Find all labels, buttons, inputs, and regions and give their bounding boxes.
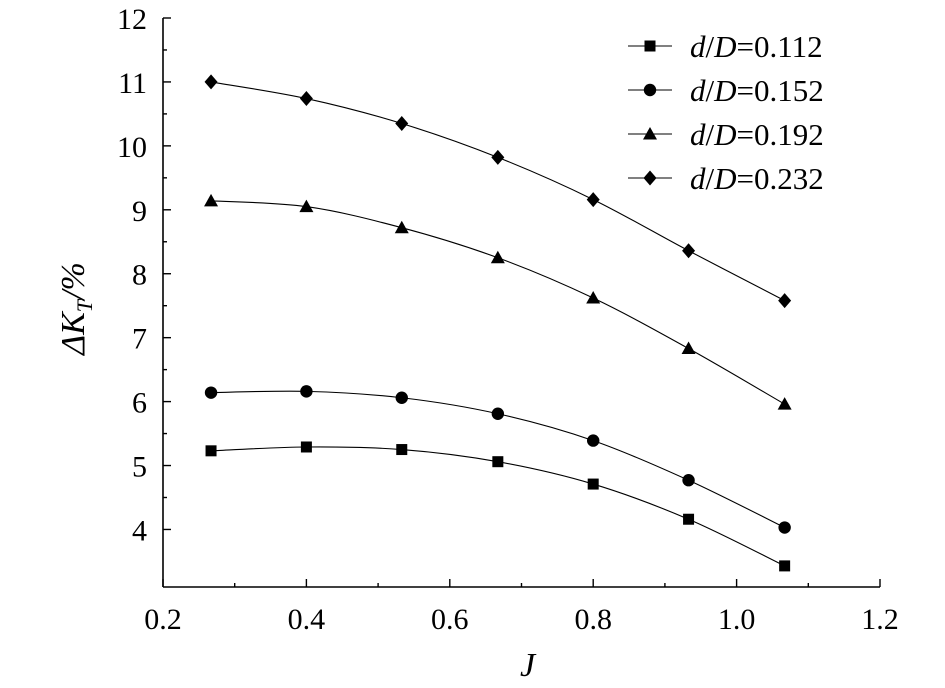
y-tick-label: 10 xyxy=(117,131,147,164)
data-point-triangle xyxy=(299,199,314,213)
y-axis-title: ΔKT/% xyxy=(55,262,97,357)
data-point-diamond xyxy=(682,243,696,259)
data-point-square xyxy=(300,441,312,453)
data-point-diamond xyxy=(204,74,218,90)
x-tick-label: 0.4 xyxy=(288,603,326,636)
series-line-3 xyxy=(211,200,785,405)
data-point-diamond xyxy=(299,91,313,107)
data-point-diamond xyxy=(491,149,505,165)
x-tick-label: 1.0 xyxy=(718,603,756,636)
data-point-square xyxy=(587,478,599,490)
data-point-circle xyxy=(682,474,695,487)
y-tick-label: 12 xyxy=(117,3,147,36)
legend-label: d/D=0.112 xyxy=(690,29,823,64)
data-point-circle xyxy=(587,434,600,447)
y-tick-label: 5 xyxy=(132,451,147,484)
data-point-diamond xyxy=(586,192,600,208)
data-point-triangle xyxy=(490,250,505,264)
data-point-triangle xyxy=(586,291,601,304)
y-tick-label: 8 xyxy=(132,259,147,292)
legend-marker-diamond xyxy=(643,170,657,186)
data-point-square xyxy=(683,513,695,525)
series-layer xyxy=(204,74,792,572)
y-tick-label: 11 xyxy=(118,67,147,100)
data-point-square xyxy=(492,456,504,468)
data-point-circle xyxy=(395,391,408,404)
y-tick-label: 6 xyxy=(132,387,147,420)
axes: 0.2 0.4 0.6 0.8 1.0 1.2 4 5 6 7 8 9 10 11 12 xyxy=(117,3,899,636)
data-point-square xyxy=(779,560,791,572)
x-tick-label: 0.8 xyxy=(574,603,612,636)
data-point-square xyxy=(396,444,408,456)
legend-marker-square xyxy=(644,40,656,52)
x-tick-label: 1.2 xyxy=(861,603,899,636)
data-point-circle xyxy=(204,386,218,399)
legend-label: d/D=0.152 xyxy=(690,73,824,108)
y-tick-label: 9 xyxy=(132,195,147,228)
x-tick-label: 0.6 xyxy=(431,603,469,636)
legend: d/D=0.112 d/D=0.152 d/D=0.192 d/D=0.232 xyxy=(628,29,824,196)
data-point-triangle xyxy=(394,220,409,234)
y-tick-label: 4 xyxy=(132,514,147,547)
data-point-circle xyxy=(300,385,313,398)
data-point-circle xyxy=(491,407,505,420)
legend-marker-circle xyxy=(643,83,657,97)
y-tick-label: 7 xyxy=(132,323,147,356)
x-tick-label: 0.2 xyxy=(144,603,182,636)
data-point-circle xyxy=(778,521,791,534)
legend-label: d/D=0.192 xyxy=(690,117,824,152)
data-point-diamond xyxy=(395,115,409,131)
data-point-triangle xyxy=(777,397,792,410)
legend-marker-triangle xyxy=(643,127,657,140)
x-axis-title: J xyxy=(520,647,537,684)
data-point-triangle xyxy=(204,193,219,207)
data-point-diamond xyxy=(778,293,792,309)
legend-label: d/D=0.232 xyxy=(690,161,824,196)
data-point-square xyxy=(205,445,217,457)
data-point-triangle xyxy=(681,341,696,355)
